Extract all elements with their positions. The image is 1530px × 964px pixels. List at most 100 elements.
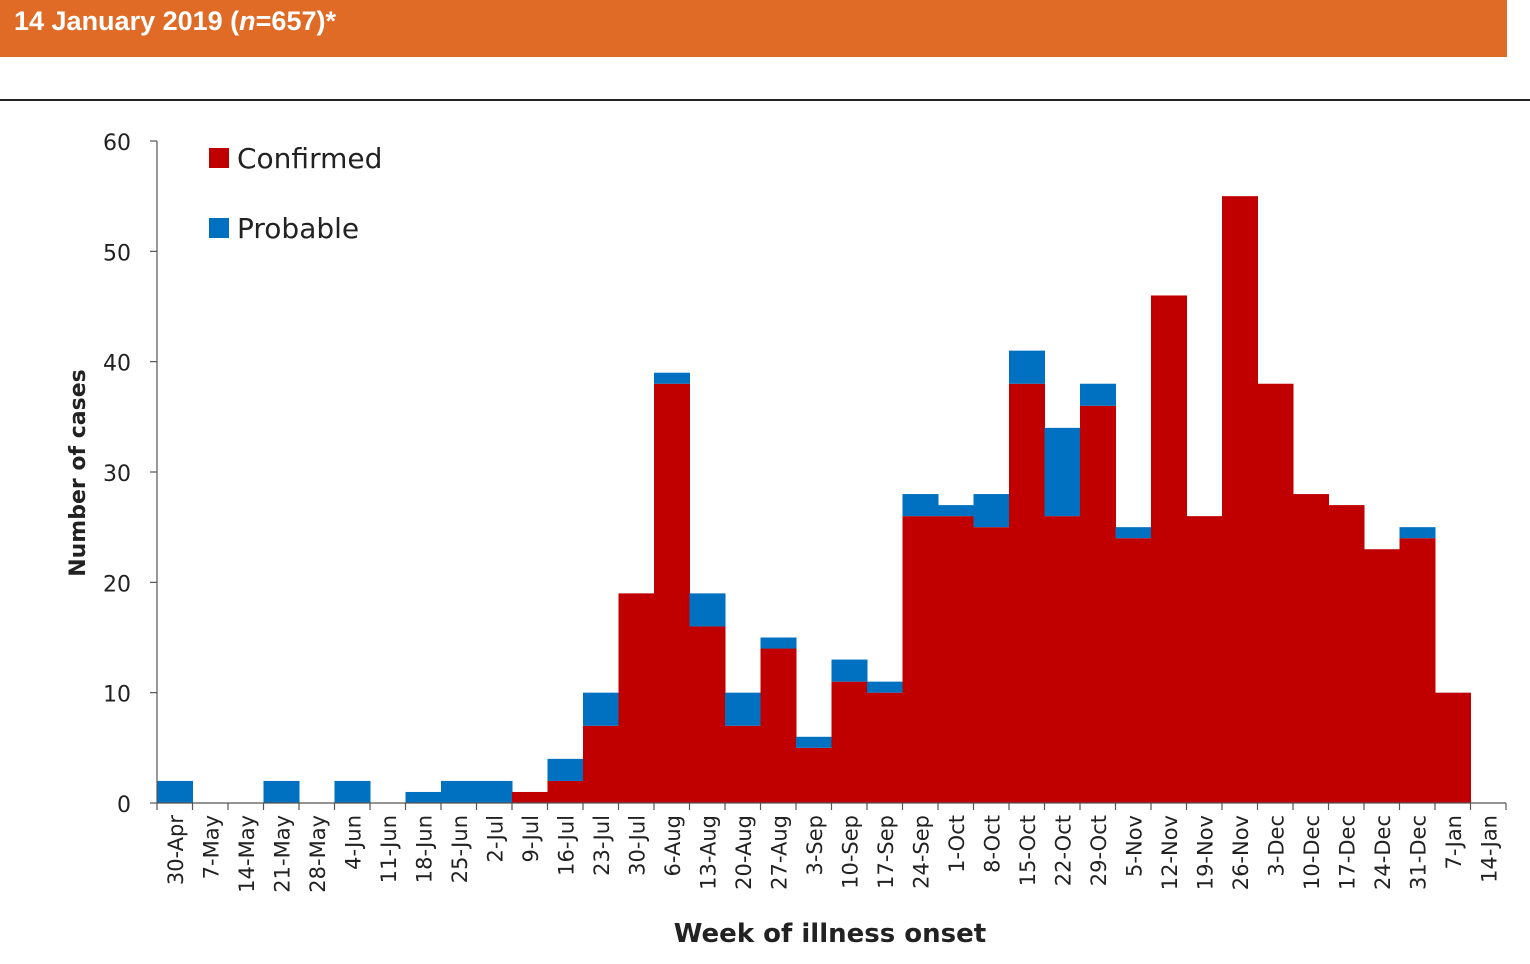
x-tick-label-24-Dec: 24-Dec <box>1371 815 1395 890</box>
bar-confirmed-13-Aug <box>689 626 726 803</box>
bar-confirmed-30-Jul <box>618 593 655 803</box>
x-tick-label-3-Sep: 3-Sep <box>803 815 827 876</box>
bar-probable-3-Sep <box>796 736 832 748</box>
x-tick-label-15-Oct: 15-Oct <box>1016 815 1040 886</box>
x-tick-label-5-Nov: 5-Nov <box>1122 815 1146 877</box>
y-tick-label-10: 10 <box>103 683 131 708</box>
x-tick-label-2-Jul: 2-Jul <box>483 815 507 862</box>
x-tick-label-8-Oct: 8-Oct <box>980 815 1004 873</box>
bar-confirmed-24-Dec <box>1364 549 1400 803</box>
bar-confirmed-9-Jul <box>512 791 548 803</box>
x-tick-label-10-Dec: 10-Dec <box>1300 815 1324 890</box>
x-tick-label-20-Aug: 20-Aug <box>732 815 756 890</box>
y-axis-title: Number of cases <box>66 369 91 577</box>
bar-probable-20-Aug <box>725 692 761 726</box>
bar-confirmed-31-Dec <box>1399 538 1436 803</box>
bar-probable-29-Oct <box>1080 383 1116 406</box>
x-tick-label-30-Jul: 30-Jul <box>625 815 649 876</box>
bar-probable-21-May <box>263 780 300 803</box>
figure-title: 14 January 2019 (n=657)* <box>14 6 336 37</box>
header-band: 14 January 2019 (n=657)* <box>0 0 1507 57</box>
x-tick-label-28-May: 28-May <box>306 815 330 893</box>
bar-confirmed-1-Oct <box>938 516 974 803</box>
y-tick-label-40: 40 <box>103 352 131 377</box>
bar-confirmed-26-Nov <box>1222 196 1258 803</box>
x-tick-label-14-May: 14-May <box>235 815 259 893</box>
x-tick-label-13-Aug: 13-Aug <box>696 815 720 890</box>
bar-probable-23-Jul <box>583 692 619 726</box>
x-tick-label-9-Jul: 9-Jul <box>519 815 543 862</box>
bar-probable-25-Jun <box>441 780 477 803</box>
bar-probable-1-Oct <box>938 505 974 517</box>
bar-probable-31-Dec <box>1399 527 1436 539</box>
legend-swatch-probable <box>209 218 229 238</box>
x-tick-label-10-Sep: 10-Sep <box>838 815 862 889</box>
y-tick-label-0: 0 <box>117 793 131 818</box>
x-axis-title: Week of illness onset <box>674 919 986 949</box>
legend-swatch-confirmed <box>209 148 229 168</box>
bar-probable-10-Sep <box>831 659 868 682</box>
x-tick-label-21-May: 21-May <box>270 815 294 893</box>
bar-probable-2-Jul <box>476 780 513 803</box>
bar-confirmed-8-Oct <box>973 527 1010 803</box>
bar-probable-22-Oct <box>1044 427 1081 517</box>
x-tick-label-26-Nov: 26-Nov <box>1229 815 1253 890</box>
bar-confirmed-15-Oct <box>1009 383 1045 803</box>
bar-confirmed-27-Aug <box>760 648 797 803</box>
x-tick-label-27-Aug: 27-Aug <box>767 815 791 890</box>
x-tick-label-12-Nov: 12-Nov <box>1158 815 1182 890</box>
title-rest: =657)* <box>255 6 336 36</box>
x-tick-label-6-Aug: 6-Aug <box>661 815 685 876</box>
bar-confirmed-7-Jan <box>1435 692 1471 803</box>
x-tick-label-1-Oct: 1-Oct <box>945 815 969 873</box>
y-tick-label-20: 20 <box>103 572 131 597</box>
x-tick-label-30-Apr: 30-Apr <box>164 815 188 886</box>
bar-confirmed-19-Nov <box>1186 516 1223 803</box>
bar-confirmed-23-Jul <box>583 725 619 803</box>
x-tick-label-7-Jan: 7-Jan <box>1442 815 1466 869</box>
x-tick-label-4-Jun: 4-Jun <box>341 815 365 870</box>
x-tick-label-17-Dec: 17-Dec <box>1335 815 1359 890</box>
x-tick-label-11-Jun: 11-Jun <box>377 815 401 883</box>
x-tick-label-18-Jun: 18-Jun <box>412 815 436 883</box>
legend-label-confirmed: Confirmed <box>237 142 382 175</box>
x-tick-label-24-Sep: 24-Sep <box>909 815 933 889</box>
y-tick-label-60: 60 <box>103 131 131 156</box>
x-tick-label-22-Oct: 22-Oct <box>1051 815 1075 886</box>
x-tick-label-29-Oct: 29-Oct <box>1087 815 1111 886</box>
bar-confirmed-29-Oct <box>1080 405 1116 803</box>
bar-probable-4-Jun <box>334 780 371 803</box>
bar-probable-5-Nov <box>1115 527 1152 539</box>
title-text: 14 January 2019 ( <box>14 6 240 36</box>
bar-confirmed-3-Dec <box>1257 383 1294 803</box>
divider-rule <box>0 99 1530 101</box>
bar-confirmed-22-Oct <box>1044 516 1081 803</box>
bar-confirmed-3-Sep <box>796 747 832 803</box>
x-tick-label-14-Jan: 14-Jan <box>1477 815 1501 883</box>
bar-confirmed-16-Jul <box>547 780 584 803</box>
bar-probable-17-Sep <box>867 681 903 693</box>
bar-probable-30-Apr <box>157 780 193 803</box>
bar-confirmed-12-Nov <box>1151 295 1187 803</box>
bar-probable-27-Aug <box>760 637 797 649</box>
bar-confirmed-24-Sep <box>902 516 939 803</box>
x-tick-label-31-Dec: 31-Dec <box>1406 815 1430 890</box>
bar-confirmed-5-Nov <box>1115 538 1152 803</box>
title-italic-n: n <box>239 6 256 36</box>
x-tick-label-17-Sep: 17-Sep <box>874 815 898 889</box>
y-tick-label-50: 50 <box>103 241 131 266</box>
legend-label-probable: Probable <box>237 212 359 245</box>
bar-probable-24-Sep <box>902 494 939 517</box>
x-tick-label-3-Dec: 3-Dec <box>1264 815 1288 877</box>
x-tick-label-25-Jun: 25-Jun <box>448 815 472 883</box>
x-tick-label-23-Jul: 23-Jul <box>590 815 614 876</box>
bar-probable-8-Oct <box>973 494 1010 528</box>
bar-probable-6-Aug <box>654 372 690 384</box>
bar-confirmed-17-Sep <box>867 692 903 803</box>
x-tick-label-7-May: 7-May <box>199 815 223 879</box>
bar-confirmed-20-Aug <box>725 725 761 803</box>
bar-probable-16-Jul <box>547 758 584 781</box>
y-tick-label-30: 30 <box>103 462 131 487</box>
bar-confirmed-6-Aug <box>654 383 690 803</box>
